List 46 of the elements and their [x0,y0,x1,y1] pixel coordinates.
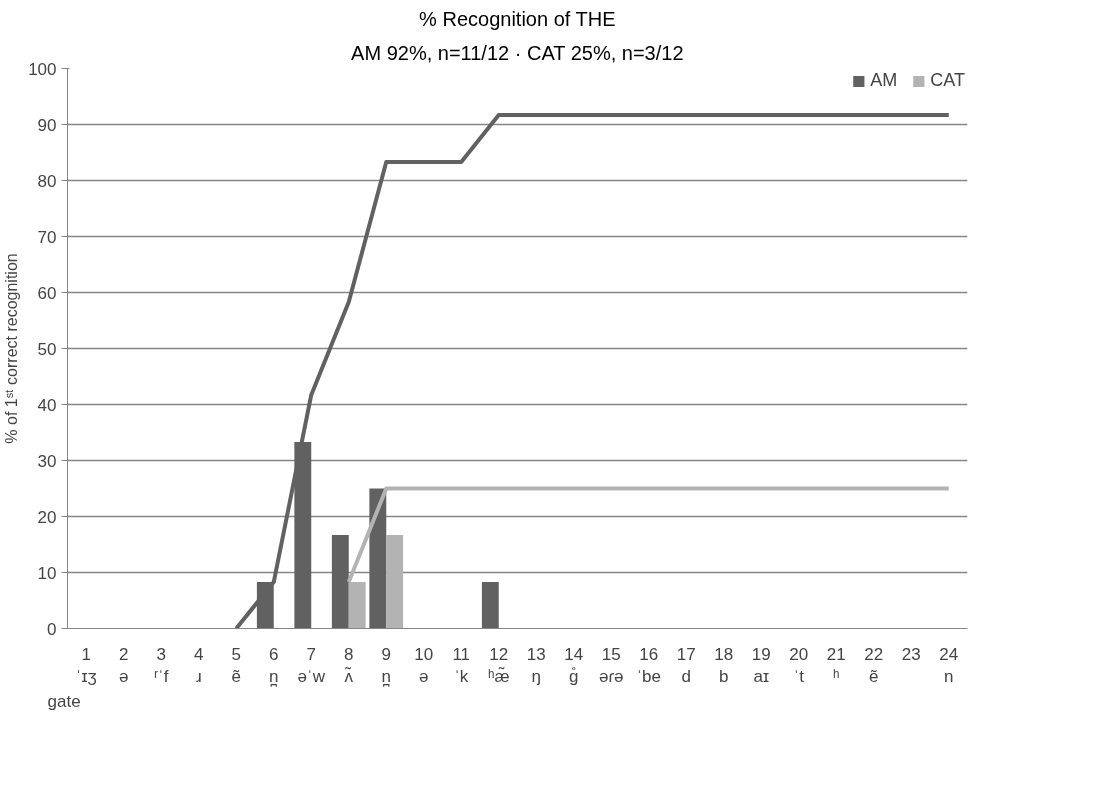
x-tick-label: 18 b [714,644,734,687]
bar [386,534,404,629]
y-tick-label: 0 [47,619,57,639]
x-tick-label: 10 ə [414,644,434,687]
x-tick-label: 1 ˈɪʒ [75,644,97,687]
y-tick-label: 50 [37,339,57,359]
x-tick-label: 3 ʳˈf [154,644,169,687]
x-axis-title: gate [47,691,81,711]
y-tick-label: 80 [37,171,57,191]
x-tick-label: 16 ˈbe [636,644,662,687]
chart-title: % Recognition of THE [419,7,616,30]
y-tick-label: 30 [37,451,57,471]
chart-subtitle: AM 92%, n=11/12 · CAT 25%, n=3/12 [351,41,684,64]
x-tick-label: 14 ɡ̊ [564,644,584,687]
legend-label: AM [870,70,898,91]
x-tick-label: 7 əˈw [297,644,326,687]
x-tick-label: 22 ẽ [864,644,884,687]
x-tick-label: 19 aɪ [751,644,771,687]
y-tick-label: 10 [37,563,57,583]
y-tick-label: 90 [37,115,57,135]
y-axis-title: % of 1ˢᵗ correct recognition [3,253,21,444]
y-tick-label: 20 [37,507,57,527]
x-tick-label: 9 n̪ [381,644,391,687]
x-tick-label: 4 ɹ [194,644,204,687]
x-tick-label: 24 n [939,644,959,687]
x-tick-label: 11 ˈk [452,644,471,687]
x-tick-label: 2 ə [119,644,129,687]
line-series [234,112,951,629]
x-tick-label: 15 əɾə [598,644,624,687]
x-tick-label: 6 n̪ [269,644,279,687]
x-tick-label: 5 ẽ [231,644,241,687]
x-tick-label: 17 d [676,644,696,687]
bar [481,582,499,629]
x-tick-label: 8 ʌ̃ [344,644,354,687]
y-tick-label: 100 [28,59,57,79]
y-tick-label: 70 [37,227,57,247]
bar [369,488,387,629]
x-tick-label: 20 ˈt [789,644,809,687]
legend-label: CAT [930,70,965,91]
x-tick-label: 23 [901,644,921,664]
x-tick-label: 13 ŋ [526,644,546,687]
y-tick-label: 60 [37,283,57,303]
x-tick-label: 21 ʰ [826,644,846,687]
bar [331,534,349,629]
y-tick-label: 40 [37,395,57,415]
x-tick-label: 12 ʰæ̃ [487,644,510,687]
